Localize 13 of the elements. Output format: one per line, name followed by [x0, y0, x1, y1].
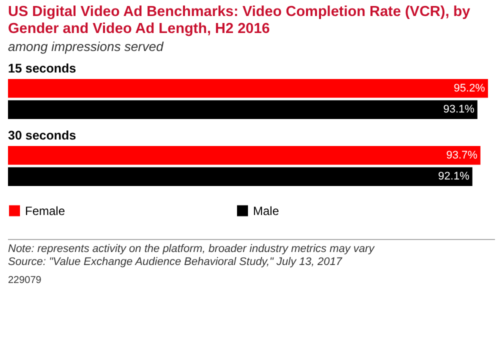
data-label: 95.2% [454, 82, 486, 94]
legend-label: Female [25, 204, 66, 218]
text: 229079 [8, 275, 42, 286]
y-tick-label: 30 seconds [8, 128, 76, 142]
chart-title: US Digital Video Ad Benchmarks: Video Completion Rate (VCR), by Gender and Video Ad Length, H2 2016 [7, 3, 472, 38]
data-label: 92.1% [438, 170, 470, 183]
source-note: Source: "Value Exchange Audience Behavioral Study," July 13, 2017 [8, 256, 344, 269]
y-tick-label: 15 seconds [8, 62, 76, 76]
chart-subtitle: among impressions served [7, 38, 165, 54]
data-label: 93.1% [443, 104, 475, 116]
legend-label: Male [253, 204, 280, 218]
data-label: 93.7% [446, 149, 478, 162]
text: Note: represents activity on the platform, broader industry metrics may vary [8, 243, 376, 256]
